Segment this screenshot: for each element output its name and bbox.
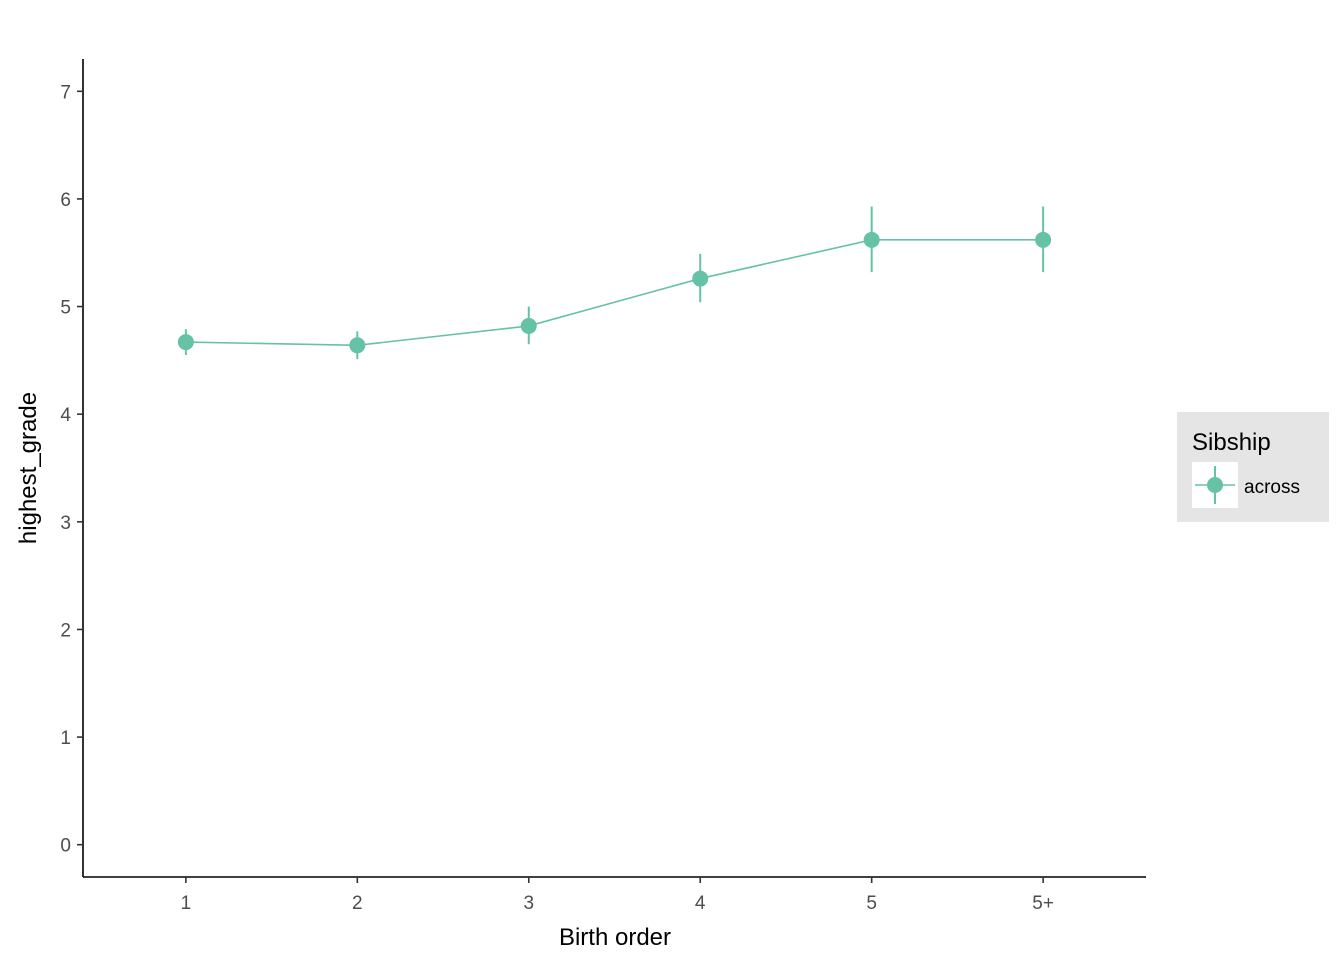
data-point <box>863 231 880 248</box>
data-point <box>177 334 194 351</box>
legend-label-across: across <box>1244 477 1300 498</box>
x-ticks: 1 2 3 4 5 5+ <box>181 877 1054 914</box>
y-tick-label: 7 <box>60 82 71 103</box>
legend-title: Sibship <box>1192 429 1271 456</box>
x-tick-label: 1 <box>181 893 192 914</box>
y-tick-label: 6 <box>60 190 71 211</box>
data-point <box>692 270 709 287</box>
x-tick-label: 3 <box>523 893 534 914</box>
y-tick-label: 2 <box>60 620 71 641</box>
x-tick-label: 4 <box>695 893 706 914</box>
series-layer <box>177 206 1052 360</box>
x-tick-label: 5 <box>866 893 877 914</box>
legend: Sibship across <box>1177 412 1329 522</box>
data-point <box>349 337 366 354</box>
y-tick-label: 5 <box>60 298 71 319</box>
y-ticks: 0 1 2 3 4 5 6 7 <box>60 82 83 857</box>
y-tick-label: 1 <box>60 728 71 749</box>
plot-panel: 0 1 2 3 4 5 6 7 1 2 3 4 5 5+ <box>60 59 1146 914</box>
y-axis-title: highest_grade <box>15 392 42 544</box>
y-tick-label: 3 <box>60 513 71 534</box>
x-tick-label: 2 <box>352 893 363 914</box>
x-tick-label: 5+ <box>1032 893 1054 914</box>
y-tick-label: 4 <box>60 405 71 426</box>
x-axis-title: Birth order <box>559 924 671 951</box>
data-point <box>1035 231 1052 248</box>
legend-key-point <box>1207 477 1223 493</box>
y-tick-label: 0 <box>60 836 71 857</box>
series-line <box>185 239 1044 347</box>
data-point <box>520 317 537 334</box>
